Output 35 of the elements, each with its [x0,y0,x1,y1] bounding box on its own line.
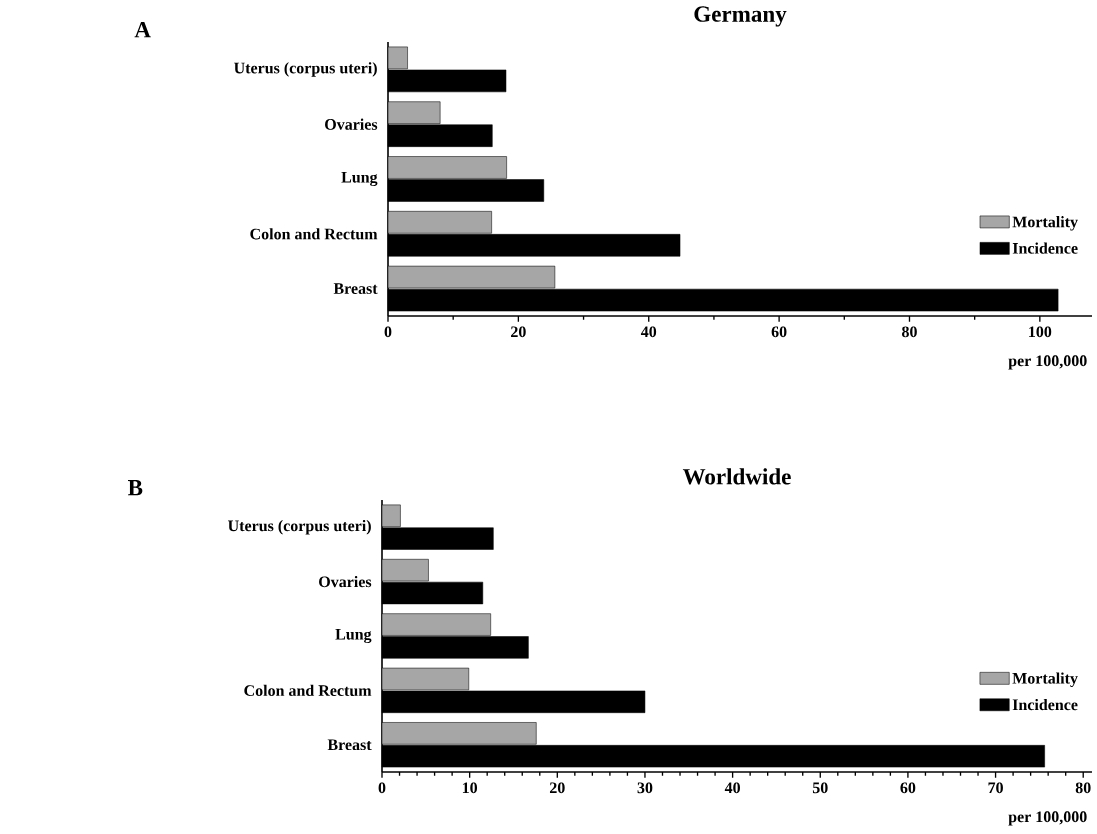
y-tick-label: Colon and Rectum [250,228,378,240]
x-tick-label: 50 [812,782,828,794]
y-tick-label: Breast [327,739,372,751]
legend-label: Incidence [1012,242,1078,254]
y-tick-label: Ovaries [325,118,378,130]
x-tick-label: 80 [902,326,917,338]
x-tick-label: 40 [640,326,657,338]
x-tick-label: 0 [378,782,386,794]
x-tick-label: 10 [462,782,478,794]
x-axis-title: per 100,000 [1008,811,1087,826]
x-tick-label: 100 [1029,326,1052,338]
y-tick-label: Lung [335,628,372,643]
text: B [128,480,143,496]
legend-label: Incidence [1012,698,1078,711]
x-tick-label: 60 [900,782,916,794]
x-tick-label: 70 [988,782,1003,794]
chart-title: Germany [694,6,787,27]
y-tick-label: Ovaries [319,575,372,588]
y-tick-label: Breast [333,283,378,294]
y-tick-label: Colon and Rectum [244,684,372,697]
x-axis-title: per 100,000 [1008,355,1087,370]
chart-title: Worldwide [682,468,791,485]
x-tick-label: 30 [637,782,653,794]
legend-label: Mortality [1012,216,1078,231]
legend-label: Mortality [1012,672,1078,687]
y-tick-label: Lung [341,171,378,186]
y-tick-label: Uterus (corpus uteri) [228,519,371,535]
text: A [134,22,151,38]
x-tick-label: 40 [724,782,740,794]
x-tick-label: 20 [549,782,565,794]
y-tick-label: Uterus (corpus uteri) [234,62,377,77]
x-tick-label: 0 [384,326,392,338]
x-tick-label: 80 [1075,782,1091,794]
x-tick-label: 60 [771,326,787,338]
x-tick-label: 20 [511,326,526,338]
